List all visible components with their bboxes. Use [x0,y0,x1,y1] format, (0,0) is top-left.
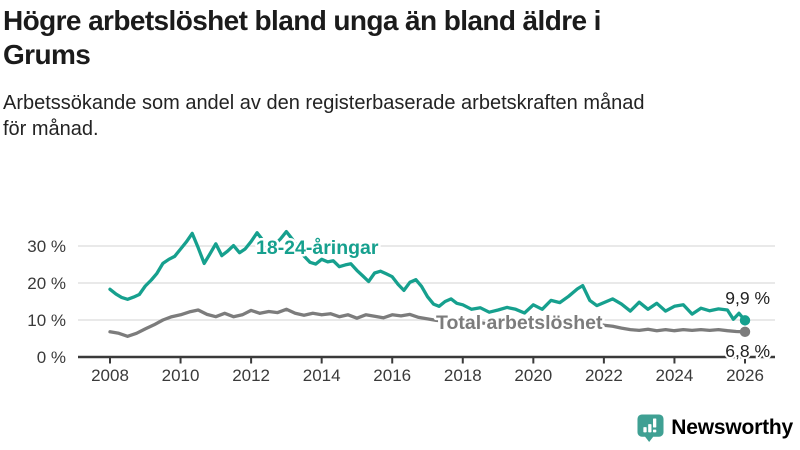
series-line-total [108,307,747,338]
x-tick-label: 2010 [162,366,200,385]
title-line-1: Högre arbetslöshet bland unga än bland ä… [3,5,601,36]
end-value-label-total: 6,8 % [725,341,770,361]
x-tick-label: 2020 [514,366,552,385]
line-chart: 2008 2010 2012 2014 2016 2018 2020 2022 2024 2026… [27,229,775,385]
page-title: Högre arbetslöshet bland unga än bland ä… [3,4,797,72]
y-tick-label: 0 % [37,348,66,367]
series-label-youth: 18-24-åringar [256,236,379,259]
logo-bars-icon [643,417,657,432]
chart-subtitle: Arbetssökande som andel av den registerb… [3,90,797,142]
x-tick-label: 2018 [444,366,482,385]
x-tick-label: 2008 [91,366,129,385]
x-tick-label: 2016 [373,366,411,385]
y-tick-label: 10 % [27,311,66,330]
series-endpoint-dot-youth [739,315,751,326]
x-tick-label: 2012 [232,366,270,385]
header: Högre arbetslöshet bland unga än bland ä… [3,4,797,142]
x-tick-label: 2024 [656,366,694,385]
footer-branding: Newsworthy [637,412,793,444]
newsworthy-wordmark: Newsworthy [671,416,793,439]
series-endpoint-dot-total [739,326,751,338]
newsworthy-logo-icon [637,414,664,442]
y-tick-label: 30 % [27,237,66,256]
series-label-total: Total arbetslöshet [436,312,603,334]
title-line-2: Grums [3,39,91,70]
subtitle-line-2: för månad. [3,118,99,140]
y-tick-label: 20 % [27,274,66,293]
end-value-label-youth: 9,9 % [725,288,770,308]
subtitle-line-1: Arbetssökande som andel av den registerb… [3,92,645,114]
series-line-youth [108,229,747,323]
x-tick-label: 2022 [585,366,623,385]
x-tick-label: 2026 [726,366,764,385]
x-tick-label: 2014 [303,366,341,385]
